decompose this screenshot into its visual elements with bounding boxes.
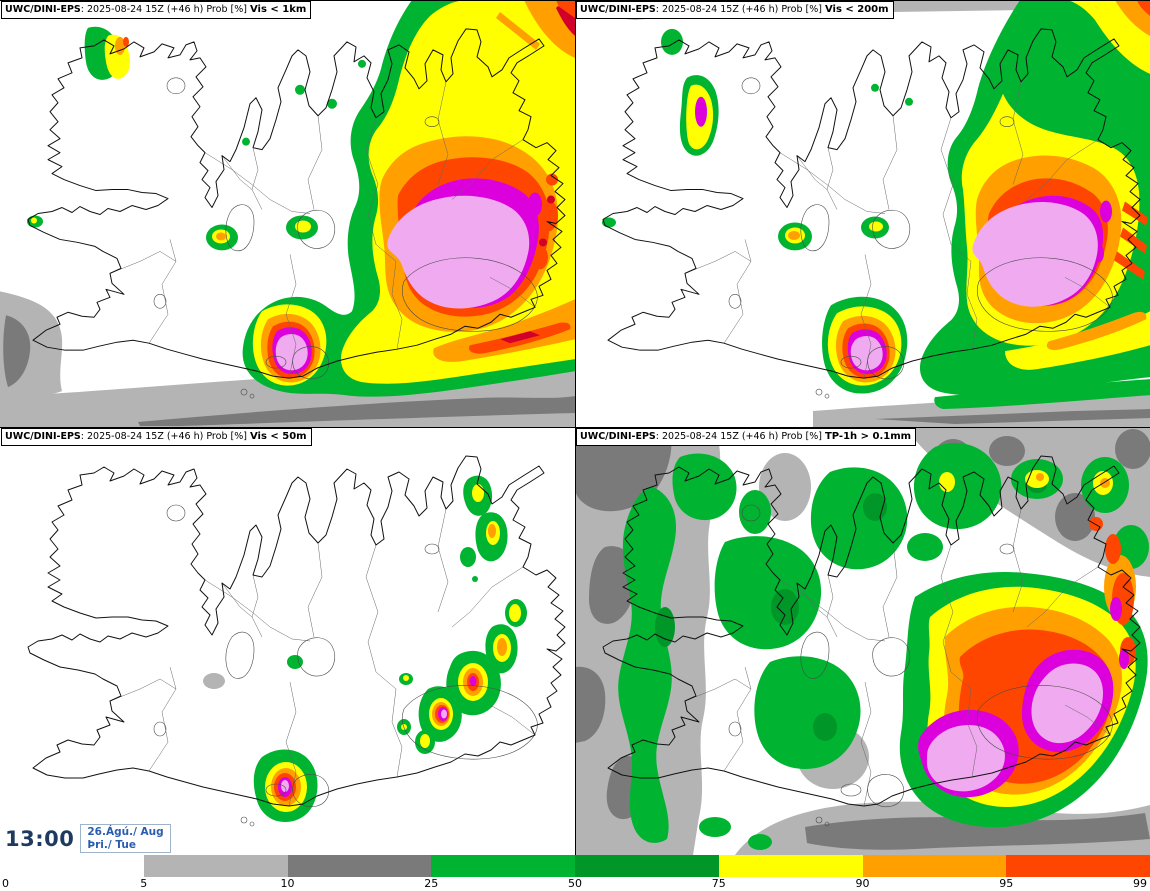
map-vis-lt-50m: [27, 455, 566, 827]
model-name: UWC/DINI-EPS: [580, 4, 656, 15]
colorbar-segment: [0, 855, 144, 877]
panel-vis-lt-1km: UWC/DINI-EPS: 2025-08-24 15Z (+46 h) Pro…: [0, 0, 575, 427]
model-name: UWC/DINI-EPS: [5, 4, 81, 15]
panel-title: UWC/DINI-EPS: 2025-08-24 15Z (+46 h) Pro…: [576, 428, 917, 447]
valid-date-box: 26.Ágú./ Aug Þri./ Tue: [80, 824, 171, 853]
valid-time-box: 13:00 26.Ágú./ Aug Þri./ Tue: [0, 822, 171, 855]
run-info: : 2025-08-24 15Z (+46 h) Prob [%]: [655, 4, 825, 15]
colorbar-tick-label: 75: [711, 877, 726, 890]
probability-colorbar: [0, 855, 1150, 877]
map-vis-lt-200m: [575, 0, 1150, 427]
panel-title: UWC/DINI-EPS: 2025-08-24 15Z (+46 h) Pro…: [1, 1, 312, 20]
colorbar-segment: [862, 855, 1007, 877]
panel-vis-lt-50m: UWC/DINI-EPS: 2025-08-24 15Z (+46 h) Pro…: [0, 427, 575, 855]
colorbar-segment: [575, 855, 719, 877]
colorbar-tick-label: 5: [140, 877, 148, 890]
panel-tp-1h-gt-0.1mm: UWC/DINI-EPS: 2025-08-24 15Z (+46 h) Pro…: [575, 427, 1150, 855]
run-info: : 2025-08-24 15Z (+46 h) Prob [%]: [80, 431, 250, 442]
parameter-name: TP-1h > 0.1mm: [824, 431, 912, 442]
probability-field-vis-1km: [0, 0, 575, 427]
colorbar-tick-label: 50: [568, 877, 582, 890]
model-name: UWC/DINI-EPS: [580, 431, 656, 442]
colorbar-segment: [143, 855, 288, 877]
panel-title: UWC/DINI-EPS: 2025-08-24 15Z (+46 h) Pro…: [1, 428, 312, 447]
model-name: UWC/DINI-EPS: [5, 431, 81, 442]
colorbar-tick-label: 90: [855, 877, 870, 890]
colorbar-segment: [718, 855, 863, 877]
colorbar-tick-label: 99: [1133, 877, 1147, 890]
parameter-name: Vis < 50m: [249, 431, 307, 442]
panel-divider-horizontal: [0, 427, 1150, 428]
colorbar-segment: [287, 855, 432, 877]
map-vis-lt-1km: [0, 0, 575, 427]
probability-field-vis-200m: [575, 0, 1150, 427]
probability-field-vis-50m: [203, 475, 527, 822]
colorbar-tick-label: 10: [280, 877, 295, 890]
valid-date: 26.Ágú./ Aug: [87, 826, 164, 839]
valid-time: 13:00: [5, 826, 75, 851]
map-tp-1h: [575, 427, 1150, 855]
run-info: : 2025-08-24 15Z (+46 h) Prob [%]: [655, 431, 825, 442]
panel-vis-lt-200m: UWC/DINI-EPS: 2025-08-24 15Z (+46 h) Pro…: [575, 0, 1150, 427]
colorbar-tick-label: 95: [999, 877, 1014, 890]
probability-field-tp-1h: [575, 427, 1150, 855]
colorbar-labels: 0 5 10 25 50 75 90 95 99: [0, 877, 1150, 891]
parameter-name: Vis < 200m: [824, 4, 889, 15]
colorbar-segment: [431, 855, 575, 877]
panel-title: UWC/DINI-EPS: 2025-08-24 15Z (+46 h) Pro…: [576, 1, 894, 20]
valid-day: Þri./ Tue: [87, 838, 136, 851]
colorbar-tick-label: 25: [424, 877, 439, 890]
colorbar-segment: [1006, 855, 1150, 877]
colorbar-tick-label: 0: [2, 877, 9, 890]
parameter-name: Vis < 1km: [249, 4, 307, 15]
run-info: : 2025-08-24 15Z (+46 h) Prob [%]: [80, 4, 250, 15]
